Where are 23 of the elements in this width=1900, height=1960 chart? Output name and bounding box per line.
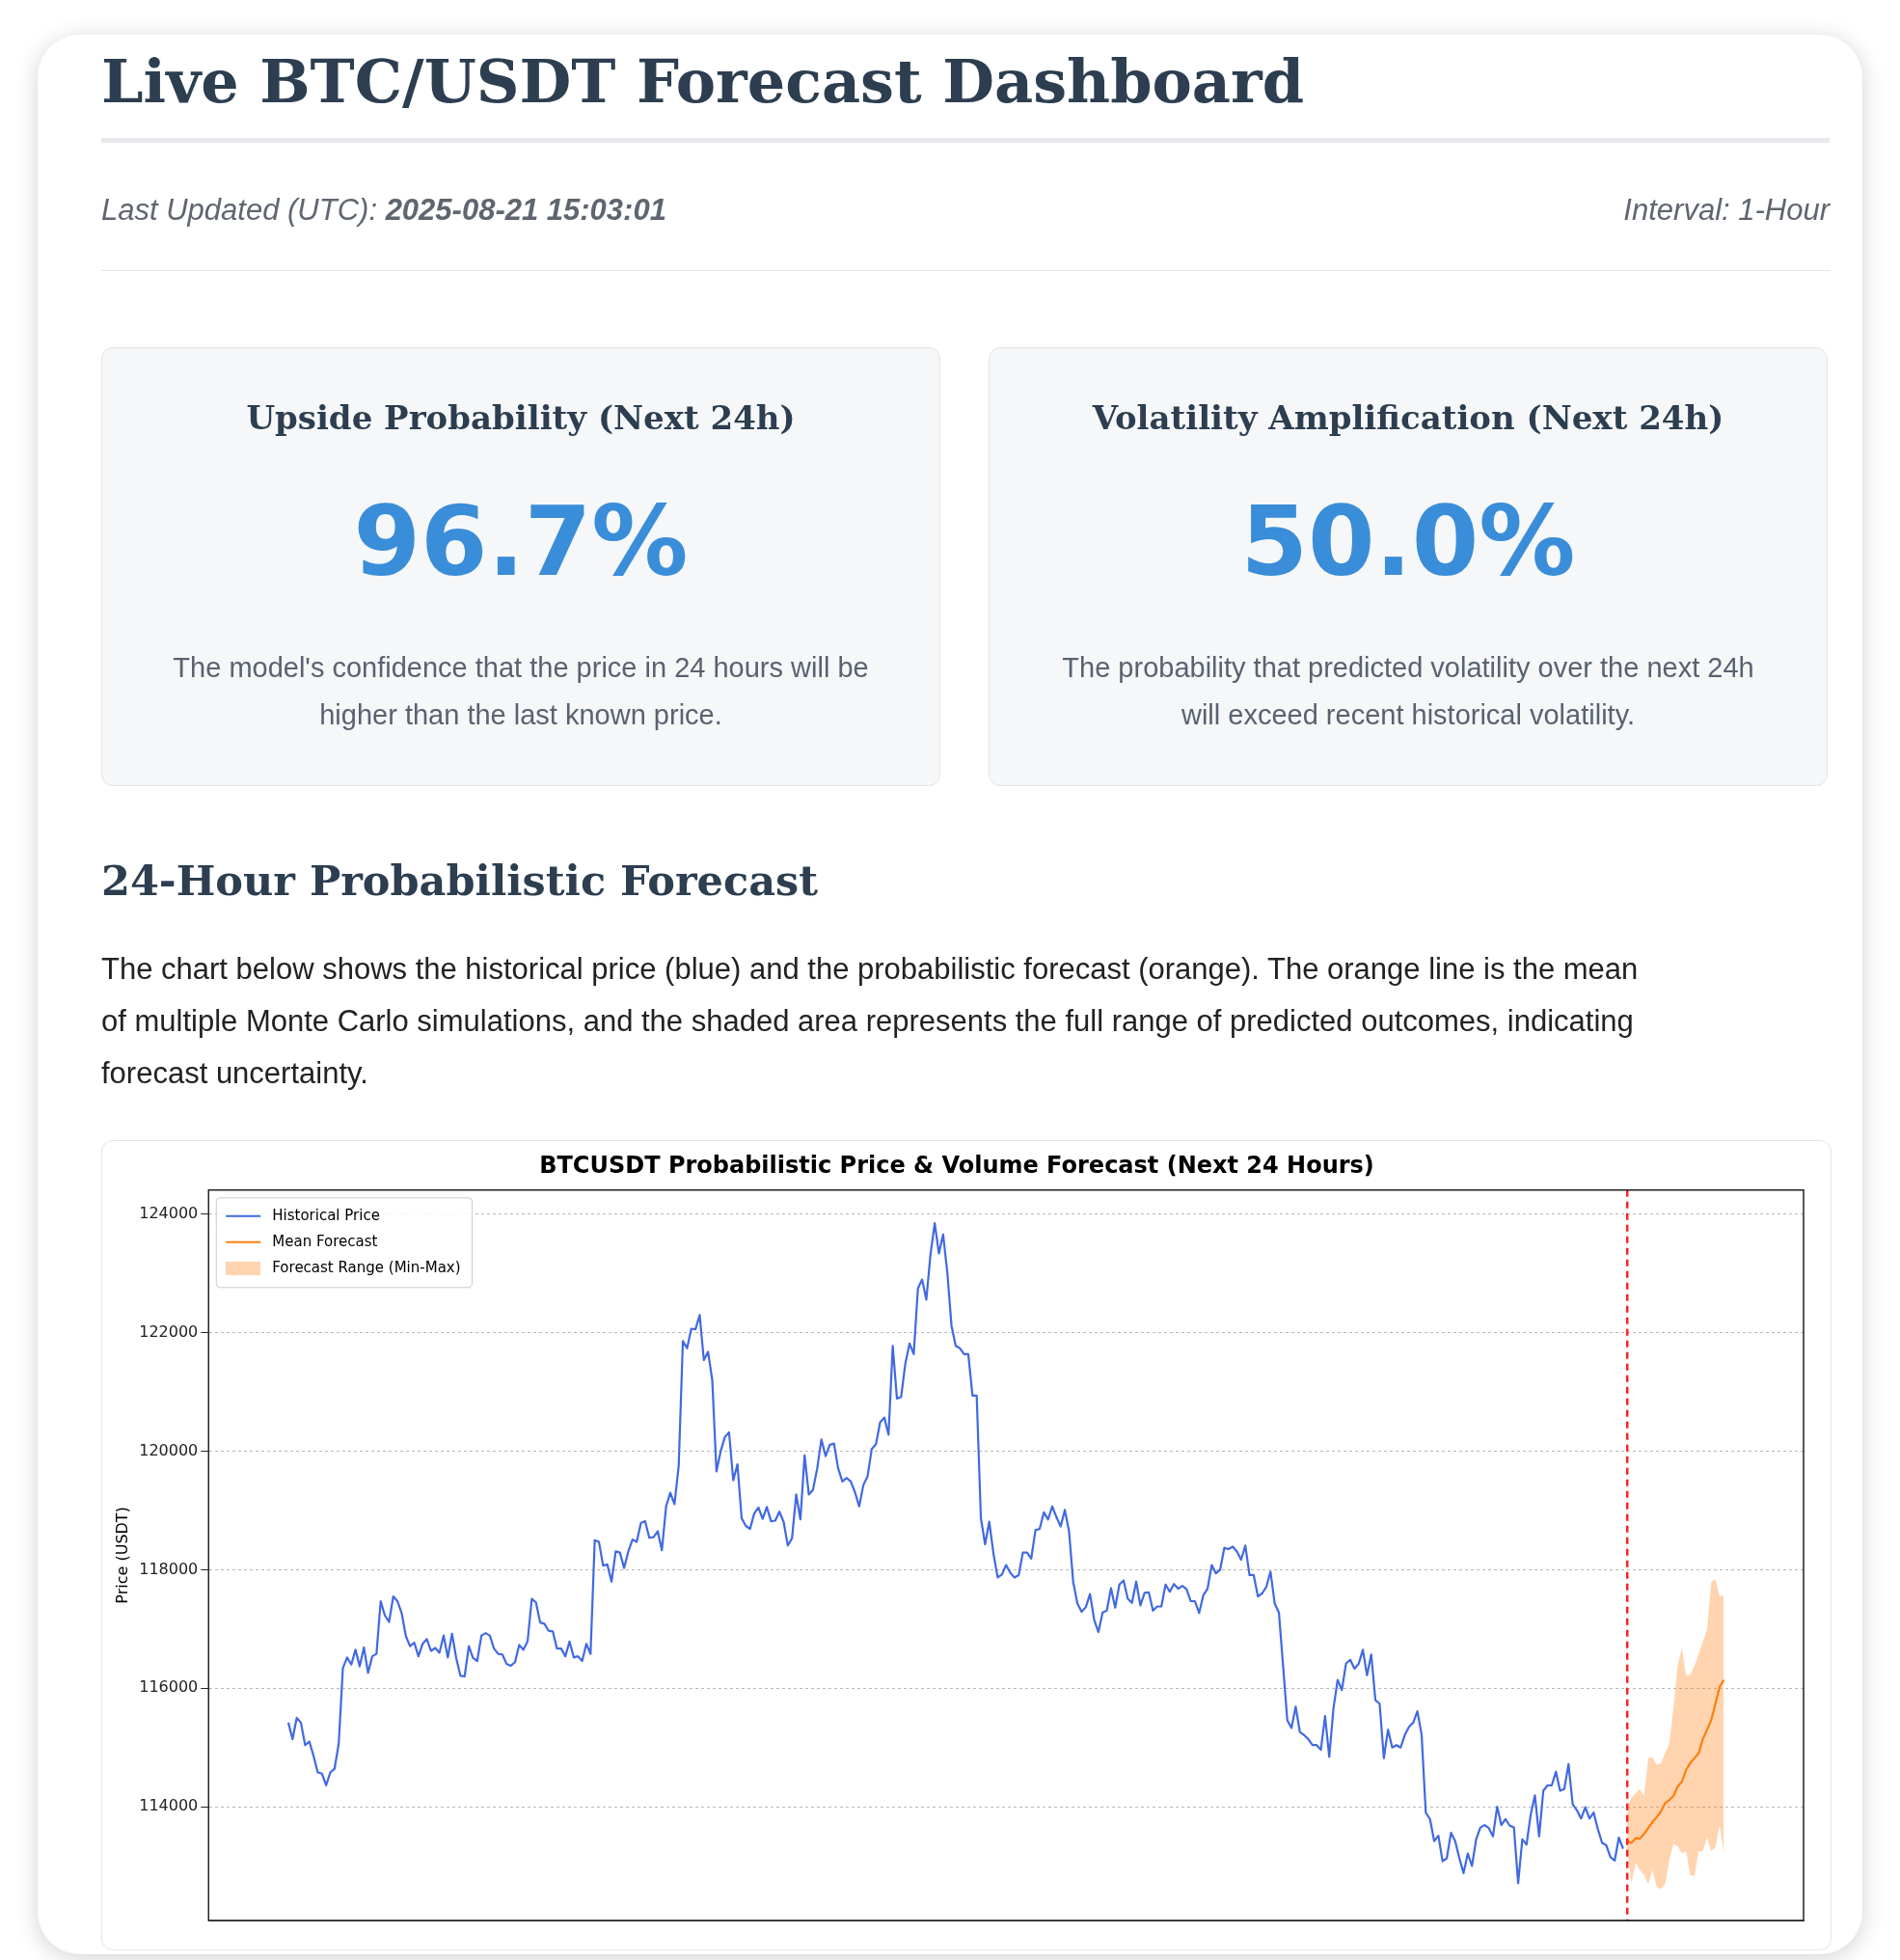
text: Interval: 1-Hour [1623,193,1830,228]
chart-title: BTCUSDT Probabilistic Price & Volume Forecast (Next 24 Hours) [539,1151,1374,1179]
legend-label: Historical Price [272,1206,380,1224]
text: The probability that predicted volatility over the next 24h will exceed recent historical volatility. [1061,651,1755,732]
y-tick-label: 120000 [139,1440,199,1459]
text: Upside Probability (Next 24h) [245,398,797,437]
annotation: Forecast Range (Min-Max) [272,1258,461,1276]
y-tick-label: 118000 [139,1559,199,1578]
text: The model's confidence that the price in 24 hours will be higher than the last known price. [172,651,870,732]
text: Live BTC/USDT Forecast Dashboard [101,46,1830,143]
text: 2025-08-21 15:03:01 [385,193,666,227]
text: 96.7% [352,485,690,598]
y-tick-label: 114000 [139,1796,199,1815]
y-tick-label: 122000 [139,1321,199,1341]
y-axis-title: Price (USDT) [112,1507,131,1604]
y-tick-label: 124000 [139,1204,199,1223]
text: Last Updated (UTC): [101,193,377,227]
text: 24-Hour Probabilistic Forecast [101,857,820,905]
y-tick-label: 116000 [139,1677,199,1697]
text: 50.0% [1239,485,1577,598]
text: Volatility Amplification (Next 24h) [1091,398,1725,437]
text: The chart below shows the historical price (blue) and the probabilistic forecast (orange). The orange line is the mean of multiple Monte Carlo simulations, and the shaded area represents the full range of predicted outcomes, indicating forecast uncertainty. [101,951,1640,1092]
legend-label: Mean Forecast [272,1232,378,1250]
